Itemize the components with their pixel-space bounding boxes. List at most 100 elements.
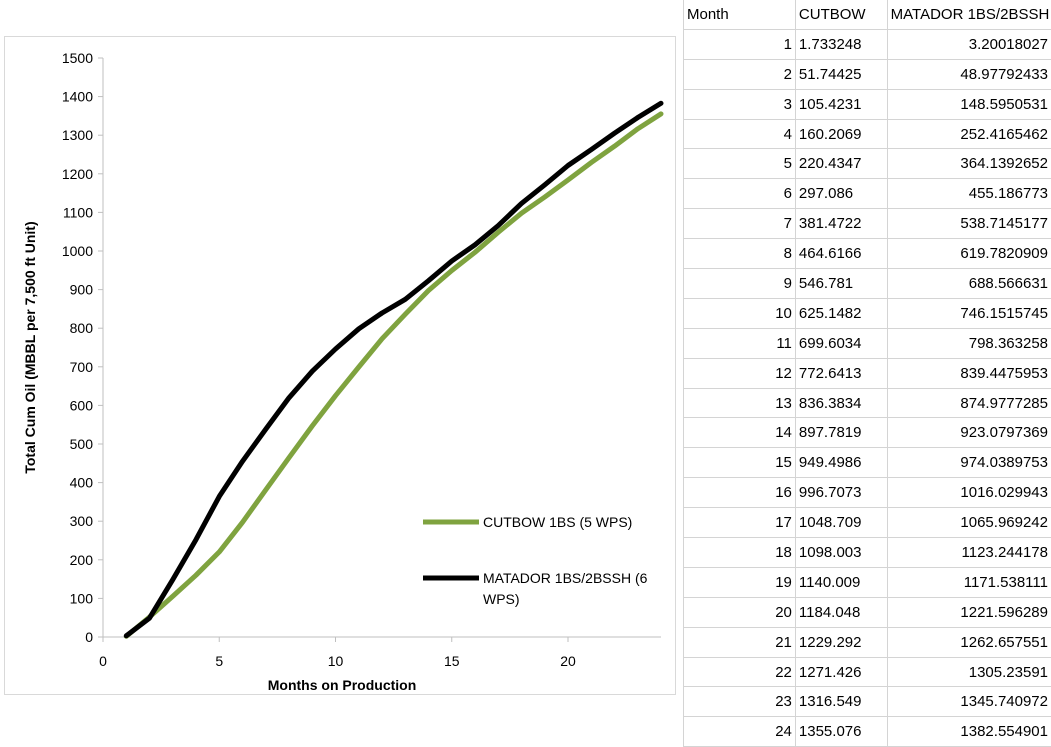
cell-cutbow[interactable]: 160.2069 [795,119,887,149]
cell-month[interactable]: 20 [684,597,796,627]
cell-month[interactable]: 13 [684,388,796,418]
legend-label-line: WPS) [483,591,520,607]
y-tick-label: 1500 [62,50,93,66]
cell-matador[interactable]: 746.1515745 [887,298,1051,328]
legend-label-line: CUTBOW 1BS (5 WPS) [483,514,632,530]
x-tick-label: 0 [99,653,107,669]
cell-matador[interactable]: 1065.969242 [887,508,1051,538]
y-tick-label: 900 [70,282,94,298]
y-tick-label: 1100 [63,204,93,220]
cell-matador[interactable]: 798.363258 [887,328,1051,358]
cell-cutbow[interactable]: 699.6034 [795,328,887,358]
cell-cutbow[interactable]: 1316.549 [795,687,887,717]
cell-cutbow[interactable]: 1.733248 [795,29,887,59]
cell-cutbow[interactable]: 546.781 [795,269,887,299]
cell-cutbow[interactable]: 772.6413 [795,358,887,388]
cell-month[interactable]: 18 [684,538,796,568]
cell-matador[interactable]: 974.0389753 [887,448,1051,478]
cell-matador[interactable]: 688.566631 [887,269,1051,299]
cell-cutbow[interactable]: 1098.003 [795,538,887,568]
cell-cutbow[interactable]: 1184.048 [795,597,887,627]
cell-month[interactable]: 17 [684,508,796,538]
cell-cutbow[interactable]: 996.7073 [795,478,887,508]
cell-month[interactable]: 12 [684,358,796,388]
cell-cutbow[interactable]: 381.4722 [795,209,887,239]
cell-month[interactable]: 3 [684,89,796,119]
cell-matador[interactable]: 1345.740972 [887,687,1051,717]
header-month[interactable]: Month [684,0,796,29]
cell-cutbow[interactable]: 464.6166 [795,239,887,269]
cell-month[interactable]: 24 [684,717,796,747]
cell-matador[interactable]: 364.1392652 [887,149,1051,179]
header-matador[interactable]: MATADOR 1BS/2BSSH [887,0,1051,29]
cell-cutbow[interactable]: 105.4231 [795,89,887,119]
legend-label-line: MATADOR 1BS/2BSSH (6 [483,570,648,586]
cell-cutbow[interactable]: 836.3834 [795,388,887,418]
y-tick-label: 100 [70,590,94,606]
cell-month[interactable]: 1 [684,29,796,59]
cell-month[interactable]: 10 [684,298,796,328]
cell-month[interactable]: 19 [684,567,796,597]
cell-month[interactable]: 23 [684,687,796,717]
cell-month[interactable]: 21 [684,627,796,657]
cell-matador[interactable]: 874.9777285 [887,388,1051,418]
legend-label-0: CUTBOW 1BS (5 WPS) [483,514,632,530]
cell-month[interactable]: 16 [684,478,796,508]
cell-cutbow[interactable]: 51.74425 [795,59,887,89]
cell-month[interactable]: 14 [684,418,796,448]
cell-matador[interactable]: 3.20018027 [887,29,1051,59]
cell-matador[interactable]: 538.7145177 [887,209,1051,239]
cell-cutbow[interactable]: 625.1482 [795,298,887,328]
x-tick-label: 5 [215,653,223,669]
cell-matador[interactable]: 1171.538111 [887,567,1051,597]
cell-matador[interactable]: 1305.23591 [887,657,1051,687]
cell-matador[interactable]: 48.97792433 [887,59,1051,89]
x-axis-title: Months on Production [268,677,417,693]
cell-cutbow[interactable]: 1271.426 [795,657,887,687]
cell-cutbow[interactable]: 949.4986 [795,448,887,478]
cell-month[interactable]: 8 [684,239,796,269]
cell-cutbow[interactable]: 897.7819 [795,418,887,448]
cell-matador[interactable]: 619.7820909 [887,239,1051,269]
cell-matador[interactable]: 1123.244178 [887,538,1051,568]
cell-month[interactable]: 11 [684,328,796,358]
cell-cutbow[interactable]: 1048.709 [795,508,887,538]
cell-cutbow[interactable]: 1140.009 [795,567,887,597]
cell-matador[interactable]: 1262.657551 [887,627,1051,657]
cell-matador[interactable]: 1382.554901 [887,717,1051,747]
cell-matador[interactable]: 839.4475953 [887,358,1051,388]
cell-matador[interactable]: 1016.029943 [887,478,1051,508]
y-tick-label: 400 [70,475,94,491]
cell-matador[interactable]: 923.0797369 [887,418,1051,448]
cell-matador[interactable]: 252.4165462 [887,119,1051,149]
cell-month[interactable]: 4 [684,119,796,149]
cell-month[interactable]: 2 [684,59,796,89]
cell-month[interactable]: 15 [684,448,796,478]
cell-month[interactable]: 22 [684,657,796,687]
header-cutbow[interactable]: CUTBOW [795,0,887,29]
cell-cutbow[interactable]: 297.086 [795,179,887,209]
cell-matador[interactable]: 148.5950531 [887,89,1051,119]
cell-cutbow[interactable]: 220.4347 [795,149,887,179]
cell-matador[interactable]: 1221.596289 [887,597,1051,627]
cell-cutbow[interactable]: 1229.292 [795,627,887,657]
cell-cutbow[interactable]: 1355.076 [795,717,887,747]
cell-month[interactable]: 7 [684,209,796,239]
cell-matador[interactable]: 455.186773 [887,179,1051,209]
cell-month[interactable]: 6 [684,179,796,209]
legend-label-1: MATADOR 1BS/2BSSH (6 WPS) [483,570,648,607]
y-tick-label: 0 [85,629,93,645]
cell-month[interactable]: 5 [684,149,796,179]
cell-month[interactable]: 9 [684,269,796,299]
